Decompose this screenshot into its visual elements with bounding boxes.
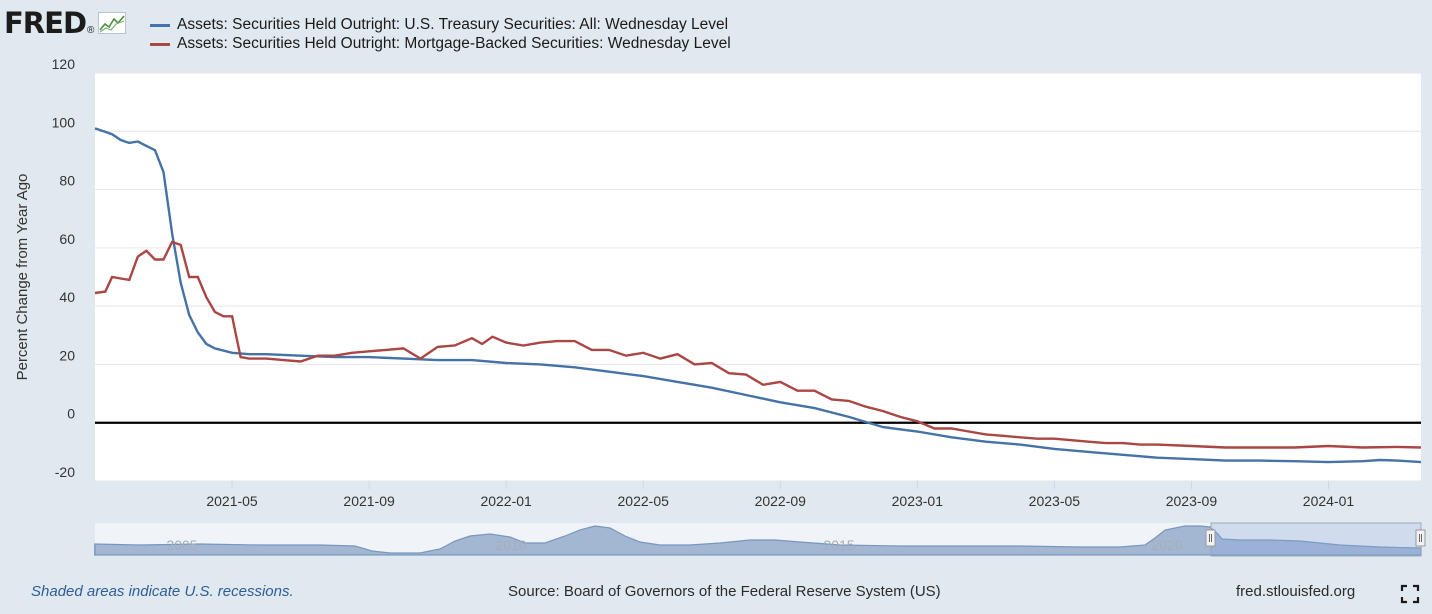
y-tick-label: 20	[59, 347, 75, 363]
legend-item-mbs[interactable]: Assets: Securities Held Outright: Mortga…	[150, 35, 731, 53]
recession-note: Shaded areas indicate U.S. recessions.	[31, 583, 294, 600]
x-tick-label: 2021-05	[206, 493, 258, 509]
fred-logo-text: FRED	[4, 6, 87, 40]
series-line-treasury[interactable]	[94, 127, 1422, 464]
navigator-selection[interactable]	[1210, 522, 1422, 557]
y-axis-label: Percent Change from Year Ago	[14, 174, 31, 381]
source-note: Source: Board of Governors of the Federa…	[508, 583, 941, 600]
legend-label-mbs: Assets: Securities Held Outright: Mortga…	[177, 35, 731, 52]
plot-background	[95, 73, 1421, 481]
y-tick-label: 0	[67, 406, 75, 422]
range-navigator[interactable]: 2005 2010 2015 2020	[94, 522, 1426, 557]
y-tick-label: 40	[59, 289, 75, 305]
x-tick-label: 2023-05	[1029, 493, 1081, 509]
navigator-handle-right[interactable]	[1415, 529, 1426, 547]
x-tick-label: 2022-09	[755, 493, 807, 509]
fred-graph-icon	[98, 12, 127, 34]
navigator-mask-left	[95, 523, 1211, 556]
y-tick-label: 60	[59, 231, 75, 247]
navigator-handle-left[interactable]	[1205, 529, 1216, 547]
navigator-year-label: 2005	[166, 537, 197, 553]
y-tick-label: 80	[59, 173, 75, 189]
navigator-year-label: 2015	[823, 537, 854, 553]
fullscreen-icon[interactable]	[1400, 584, 1420, 604]
x-tick-label: 2023-09	[1166, 493, 1218, 509]
x-tick-label: 2022-01	[480, 493, 532, 509]
fred-logo[interactable]: FRED ®	[4, 6, 127, 40]
legend-swatch-treasury	[150, 23, 170, 27]
registered-mark: ®	[87, 24, 95, 36]
series-line-mbs[interactable]	[94, 240, 1422, 449]
legend-item-treasury[interactable]: Assets: Securities Held Outright: U.S. T…	[150, 16, 728, 34]
y-tick-label: 120	[52, 56, 76, 72]
y-tick-label: -20	[55, 464, 75, 480]
legend-label-treasury: Assets: Securities Held Outright: U.S. T…	[177, 16, 729, 33]
navigator-year-label: 2020	[1151, 537, 1182, 553]
navigator-year-label: 2010	[495, 537, 526, 553]
x-tick-label: 2021-09	[343, 493, 395, 509]
x-tick-label: 2024-01	[1303, 493, 1355, 509]
legend-swatch-mbs	[150, 42, 170, 46]
y-tick-label: 100	[52, 114, 76, 130]
x-tick-label: 2023-01	[892, 493, 944, 509]
site-link[interactable]: fred.stlouisfed.org	[1236, 583, 1356, 600]
x-tick-label: 2022-05	[618, 493, 670, 509]
